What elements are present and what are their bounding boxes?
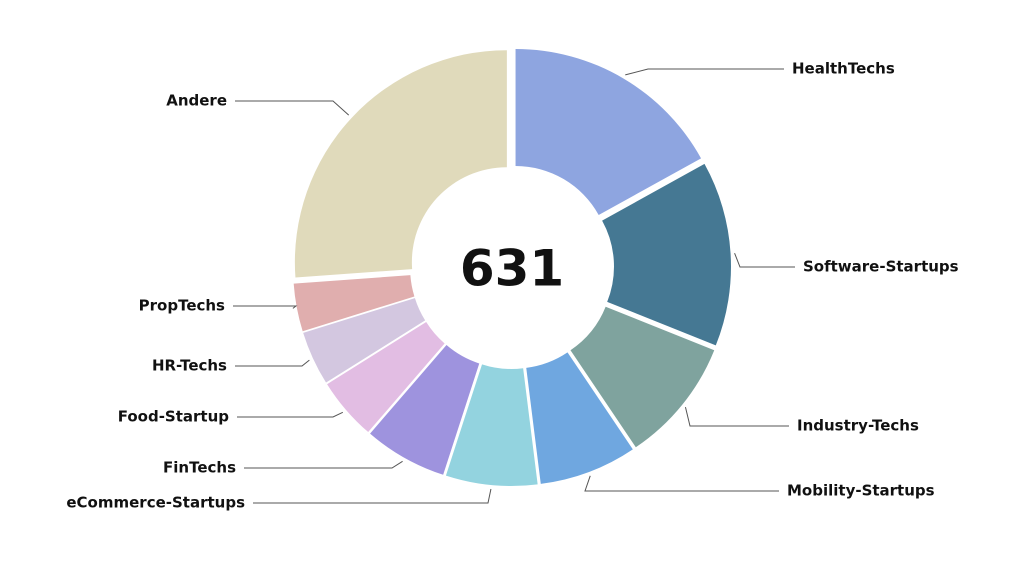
leader-line [233,305,298,309]
leader-line [253,488,492,504]
leader-line [244,460,403,469]
segment-label: HealthTechs [792,60,895,78]
segment-label: Industry-Techs [797,417,919,435]
leader-line [625,68,784,76]
segment-label: HR-Techs [152,357,227,375]
segment-label: Mobility-Startups [787,482,935,500]
leader-line [235,359,310,367]
donut-segment [445,364,538,486]
donut-segment [602,163,731,346]
donut-segment [303,298,426,383]
leader-line [684,407,789,427]
segment-label: Andere [166,92,227,110]
segment-label: Software-Startups [803,258,959,276]
leader-line [584,475,779,492]
leader-line [235,100,350,116]
donut-segment [515,48,702,215]
donut-segment [293,275,415,332]
segment-label: eCommerce-Startups [66,494,245,512]
leader-line [734,252,795,268]
donut-segment [370,345,480,475]
center-total: 631 [460,240,564,298]
segment-label: PropTechs [139,297,225,315]
segment-label: Food-Startup [118,408,230,426]
leader-line [237,411,344,418]
donut-segment [294,50,507,278]
donut-segment [327,322,445,433]
segment-label: FinTechs [163,459,236,477]
donut-segment [526,352,633,484]
donut-segment [570,306,715,448]
